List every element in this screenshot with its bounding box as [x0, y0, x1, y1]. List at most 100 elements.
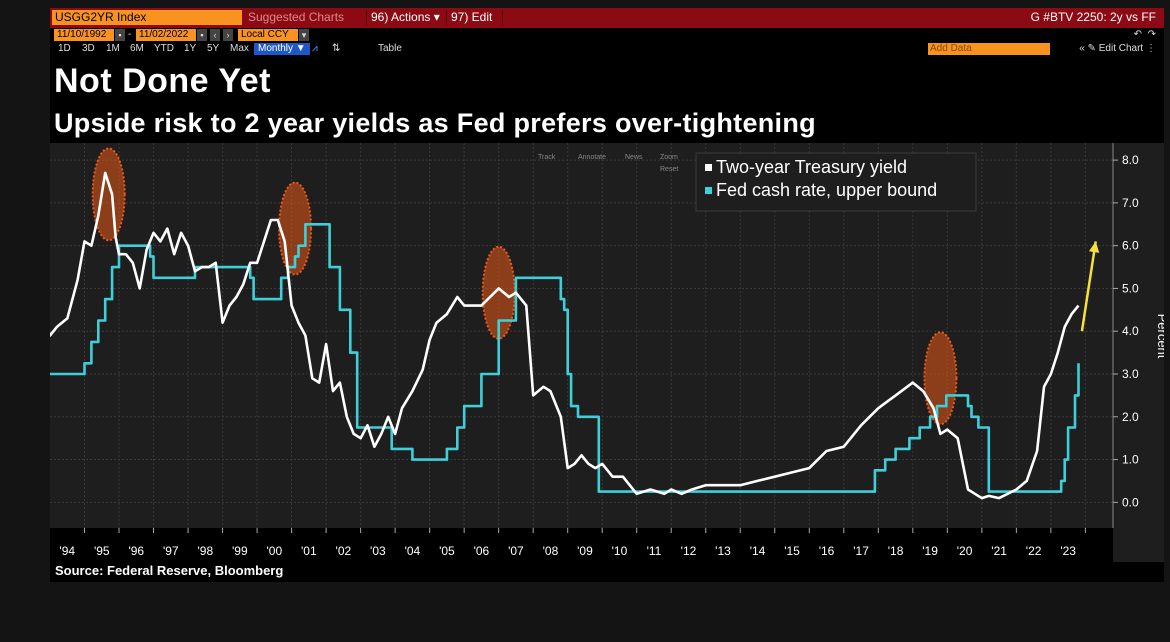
- x-tick-label: '09: [577, 544, 593, 558]
- range-button[interactable]: 5Y: [207, 43, 220, 54]
- range-button[interactable]: YTD: [154, 43, 174, 54]
- currency-select[interactable]: Local CCY: [238, 29, 298, 41]
- end-calendar-icon[interactable]: ▪: [197, 29, 207, 41]
- x-tick-label: '10: [612, 544, 628, 558]
- x-tick-label: '22: [1026, 544, 1042, 558]
- line-chart-icon[interactable]: ⩘: [312, 43, 318, 54]
- legend-swatch: [705, 164, 712, 171]
- zoom-button[interactable]: Zoom: [660, 154, 678, 161]
- grid-lines: [50, 143, 1113, 528]
- x-tick-label: '07: [508, 544, 524, 558]
- x-tick-label: '19: [922, 544, 938, 558]
- ticker-field[interactable]: USGG2YR Index: [52, 10, 242, 25]
- range-button[interactable]: 1Y: [184, 43, 197, 54]
- arrow-shaft: [1080, 241, 1097, 332]
- highlight-ellipse: [91, 147, 126, 242]
- legend-label: Two-year Treasury yield: [716, 157, 907, 177]
- x-tick-label: '16: [819, 544, 835, 558]
- x-tick-label: '98: [197, 544, 213, 558]
- x-tick-label: '17: [853, 544, 869, 558]
- x-axis-ticks: '94 '95 '96 '97 '98 '99 '00 '01 '02 '03 '04 '05 '06 '…: [59, 528, 1086, 558]
- x-tick-label: '13: [715, 544, 731, 558]
- y-tick-label: 4.0: [1122, 324, 1139, 338]
- edit-chart-controls: « ✎ Edit Chart ⋮: [1079, 42, 1156, 56]
- y-axis-ticks: 8.0 7.0 6.0 5.0 4.0 3.0 2.0 1.0 0.0: [1113, 153, 1139, 509]
- y-axis-label: Percent: [1155, 314, 1164, 359]
- y-tick-label: 2.0: [1122, 410, 1139, 424]
- x-tick-label: '03: [370, 544, 386, 558]
- news-button[interactable]: News: [625, 154, 643, 161]
- range-button[interactable]: 1D: [58, 43, 71, 54]
- add-data-field[interactable]: Add Data: [928, 43, 1050, 55]
- line-chart: 8.0 7.0 6.0 5.0 4.0 3.0 2.0 1.0 0.0 '94 '95 '96 '97…: [50, 143, 1164, 562]
- x-tick-label: '15: [784, 544, 800, 558]
- range-button[interactable]: 6M: [130, 43, 144, 54]
- chart-title: Not Done Yet: [54, 62, 271, 100]
- x-tick-label: '99: [232, 544, 248, 558]
- track-button[interactable]: Track: [538, 154, 556, 161]
- chart-subtitle: Upside risk to 2 year yields as Fed pref…: [54, 108, 816, 138]
- x-tick-label: '02: [336, 544, 352, 558]
- x-axis-band: [50, 528, 1113, 562]
- legend-swatch: [705, 187, 712, 194]
- collapse-icon[interactable]: «: [1079, 43, 1085, 54]
- edit-chart-button[interactable]: Edit Chart: [1098, 43, 1144, 54]
- redo-icon[interactable]: ↷: [1147, 29, 1156, 40]
- start-date-field[interactable]: 11/10/1992: [54, 29, 114, 41]
- start-calendar-icon[interactable]: ▪: [115, 29, 125, 41]
- range-button[interactable]: 1M: [106, 43, 120, 54]
- x-tick-label: '04: [405, 544, 421, 558]
- table-button[interactable]: Table: [378, 43, 402, 54]
- toolbar-divider: [502, 10, 503, 25]
- chart-id-label: G #BTV 2250: 2y vs FF: [1030, 10, 1156, 24]
- undo-redo-controls: ↶ ↷: [1134, 28, 1156, 42]
- y-tick-label: 7.0: [1122, 196, 1139, 210]
- date-toolbar: 11/10/1992 ▪ - 11/02/2022 ▪ ‹ › Local CC…: [50, 28, 1164, 42]
- chart-controls: Track Annotate News Zoom Reset: [538, 154, 678, 173]
- x-tick-label: '00: [267, 544, 283, 558]
- bloomberg-chart-window: USGG2YR Index Suggested Charts 96) Actio…: [50, 8, 1164, 582]
- series-lines: [50, 171, 1080, 500]
- x-tick-label: '23: [1060, 544, 1076, 558]
- range-button[interactable]: Max: [230, 43, 249, 54]
- series-line: [50, 223, 1080, 493]
- highlight-ellipse: [923, 331, 958, 426]
- x-tick-label: '95: [94, 544, 110, 558]
- y-tick-label: 5.0: [1122, 281, 1139, 295]
- series-line: [50, 171, 1080, 500]
- frequency-select[interactable]: Monthly ▼: [254, 43, 310, 55]
- date-range-dash: -: [128, 29, 132, 40]
- y-tick-label: 6.0: [1122, 239, 1139, 253]
- actions-menu[interactable]: 96) Actions ▾: [371, 10, 440, 24]
- next-period-icon[interactable]: ›: [223, 29, 233, 41]
- toolbar-divider: [446, 10, 447, 25]
- suggested-charts-button[interactable]: Suggested Charts: [248, 10, 345, 24]
- sort-icon[interactable]: ⇅: [332, 43, 341, 54]
- x-tick-label: '21: [991, 544, 1007, 558]
- legend-label: Fed cash rate, upper bound: [716, 180, 937, 200]
- x-tick-label: '12: [681, 544, 697, 558]
- arrow-annotation: [1080, 241, 1100, 332]
- prev-period-icon[interactable]: ‹: [210, 29, 220, 41]
- more-icon[interactable]: ⋮: [1146, 43, 1156, 54]
- x-tick-label: '97: [163, 544, 179, 558]
- legend-box: [695, 152, 977, 212]
- y-tick-label: 8.0: [1122, 153, 1139, 167]
- arrow-head: [1088, 241, 1100, 253]
- y-tick-label: 0.0: [1122, 495, 1139, 509]
- range-toolbar: 1D 3D 1M 6M YTD 1Y 5Y Max Monthly ▼ ⩘ ⇅ …: [50, 42, 1164, 56]
- range-button[interactable]: 3D: [82, 43, 95, 54]
- x-tick-label: '06: [474, 544, 490, 558]
- pencil-icon: ✎: [1087, 43, 1096, 54]
- end-date-field[interactable]: 11/02/2022: [136, 29, 196, 41]
- edit-menu[interactable]: 97) Edit ▾: [451, 10, 493, 39]
- reset-button[interactable]: Reset: [660, 166, 678, 173]
- x-tick-label: '08: [543, 544, 559, 558]
- x-tick-label: '18: [888, 544, 904, 558]
- annotate-button[interactable]: Annotate: [578, 154, 606, 161]
- toolbar-divider: [366, 10, 367, 25]
- plot-area[interactable]: 8.0 7.0 6.0 5.0 4.0 3.0 2.0 1.0 0.0 '94 '95 '96 '97…: [50, 143, 1164, 562]
- currency-dropdown-icon[interactable]: ▾: [299, 29, 309, 41]
- x-tick-label: '14: [750, 544, 766, 558]
- undo-icon[interactable]: ↶: [1133, 29, 1143, 40]
